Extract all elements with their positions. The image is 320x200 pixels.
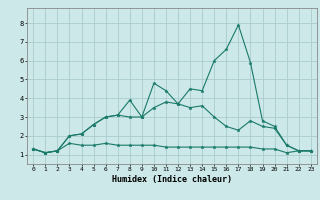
X-axis label: Humidex (Indice chaleur): Humidex (Indice chaleur) bbox=[112, 175, 232, 184]
